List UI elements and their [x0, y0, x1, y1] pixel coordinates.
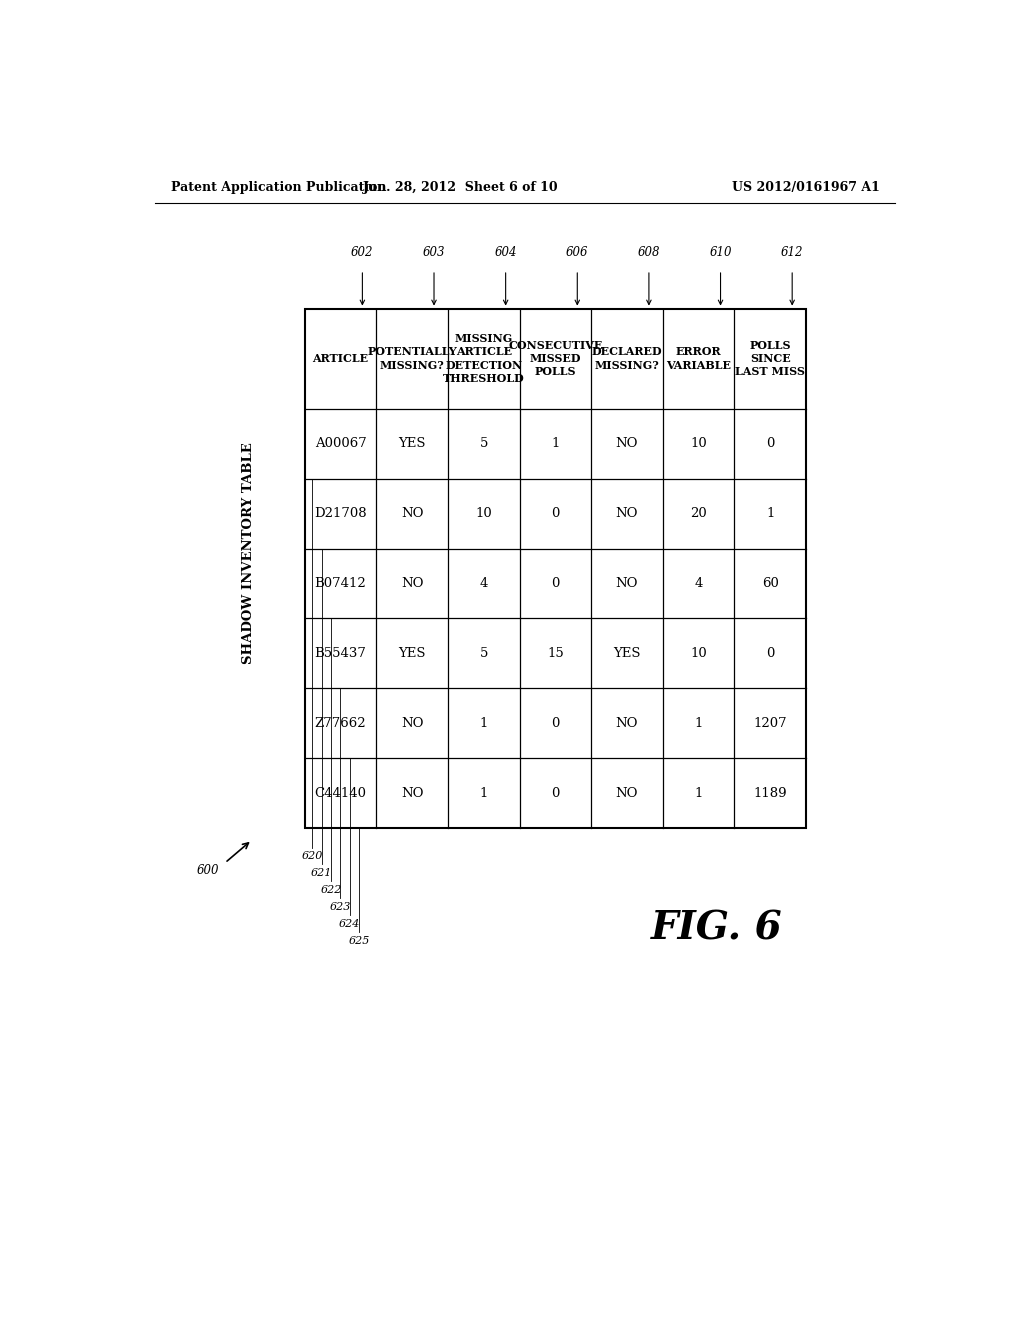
- Text: DECLARED
MISSING?: DECLARED MISSING?: [592, 346, 663, 371]
- Text: 0: 0: [551, 507, 559, 520]
- Text: NO: NO: [401, 577, 423, 590]
- Text: 602: 602: [351, 246, 374, 259]
- Text: 600: 600: [197, 865, 219, 878]
- Text: B07412: B07412: [314, 577, 367, 590]
- Text: Patent Application Publication: Patent Application Publication: [171, 181, 386, 194]
- Text: NO: NO: [401, 507, 423, 520]
- Text: 15: 15: [547, 647, 564, 660]
- Text: NO: NO: [615, 507, 638, 520]
- Bar: [305, 309, 806, 829]
- Text: 608: 608: [638, 246, 660, 259]
- Text: NO: NO: [615, 577, 638, 590]
- Text: 4: 4: [479, 577, 488, 590]
- Text: A00067: A00067: [314, 437, 367, 450]
- Text: 620: 620: [302, 851, 324, 862]
- Text: NO: NO: [615, 787, 638, 800]
- Text: US 2012/0161967 A1: US 2012/0161967 A1: [732, 181, 880, 194]
- Text: POTENTIALLY
MISSING?: POTENTIALLY MISSING?: [368, 346, 457, 371]
- Text: NO: NO: [615, 717, 638, 730]
- Text: 1: 1: [694, 787, 702, 800]
- Text: Z77662: Z77662: [314, 717, 367, 730]
- Text: 612: 612: [781, 246, 804, 259]
- Text: 1: 1: [766, 507, 774, 520]
- Text: 60: 60: [762, 577, 778, 590]
- Text: 20: 20: [690, 507, 707, 520]
- Text: 621: 621: [311, 869, 333, 878]
- Text: 1: 1: [551, 437, 559, 450]
- Text: 0: 0: [551, 787, 559, 800]
- Text: ARTICLE: ARTICLE: [312, 354, 369, 364]
- Text: 1: 1: [479, 717, 488, 730]
- Text: 5: 5: [479, 647, 488, 660]
- Text: 10: 10: [690, 647, 707, 660]
- Text: NO: NO: [615, 437, 638, 450]
- Text: Jun. 28, 2012  Sheet 6 of 10: Jun. 28, 2012 Sheet 6 of 10: [364, 181, 559, 194]
- Text: 610: 610: [710, 246, 732, 259]
- Text: 623: 623: [330, 903, 351, 912]
- Text: B55437: B55437: [314, 647, 367, 660]
- Text: 1: 1: [479, 787, 488, 800]
- Text: 4: 4: [694, 577, 702, 590]
- Text: 0: 0: [551, 577, 559, 590]
- Text: D21708: D21708: [314, 507, 367, 520]
- Text: 0: 0: [551, 717, 559, 730]
- Text: C44140: C44140: [314, 787, 367, 800]
- Text: 624: 624: [339, 919, 360, 929]
- Text: 1189: 1189: [754, 787, 787, 800]
- Text: NO: NO: [401, 717, 423, 730]
- Text: 10: 10: [690, 437, 707, 450]
- Text: ERROR
VARIABLE: ERROR VARIABLE: [667, 346, 731, 371]
- Text: POLLS
SINCE
LAST MISS: POLLS SINCE LAST MISS: [735, 339, 805, 378]
- Text: 625: 625: [348, 936, 370, 946]
- Text: FIG. 6: FIG. 6: [651, 909, 782, 948]
- Text: SHADOW INVENTORY TABLE: SHADOW INVENTORY TABLE: [242, 442, 255, 664]
- Text: 1207: 1207: [754, 717, 787, 730]
- Text: 0: 0: [766, 437, 774, 450]
- Text: 603: 603: [423, 246, 445, 259]
- Text: 622: 622: [321, 886, 342, 895]
- Text: YES: YES: [398, 437, 426, 450]
- Text: YES: YES: [398, 647, 426, 660]
- Text: 0: 0: [766, 647, 774, 660]
- Text: YES: YES: [613, 647, 641, 660]
- Text: 5: 5: [479, 437, 488, 450]
- Text: 604: 604: [495, 246, 517, 259]
- Text: 606: 606: [566, 246, 589, 259]
- Text: 1: 1: [694, 717, 702, 730]
- Text: CONSECUTIVE
MISSED
POLLS: CONSECUTIVE MISSED POLLS: [508, 339, 602, 378]
- Text: 10: 10: [475, 507, 493, 520]
- Text: MISSING
ARTICLE
DETECTION
THRESHOLD: MISSING ARTICLE DETECTION THRESHOLD: [443, 333, 524, 384]
- Text: NO: NO: [401, 787, 423, 800]
